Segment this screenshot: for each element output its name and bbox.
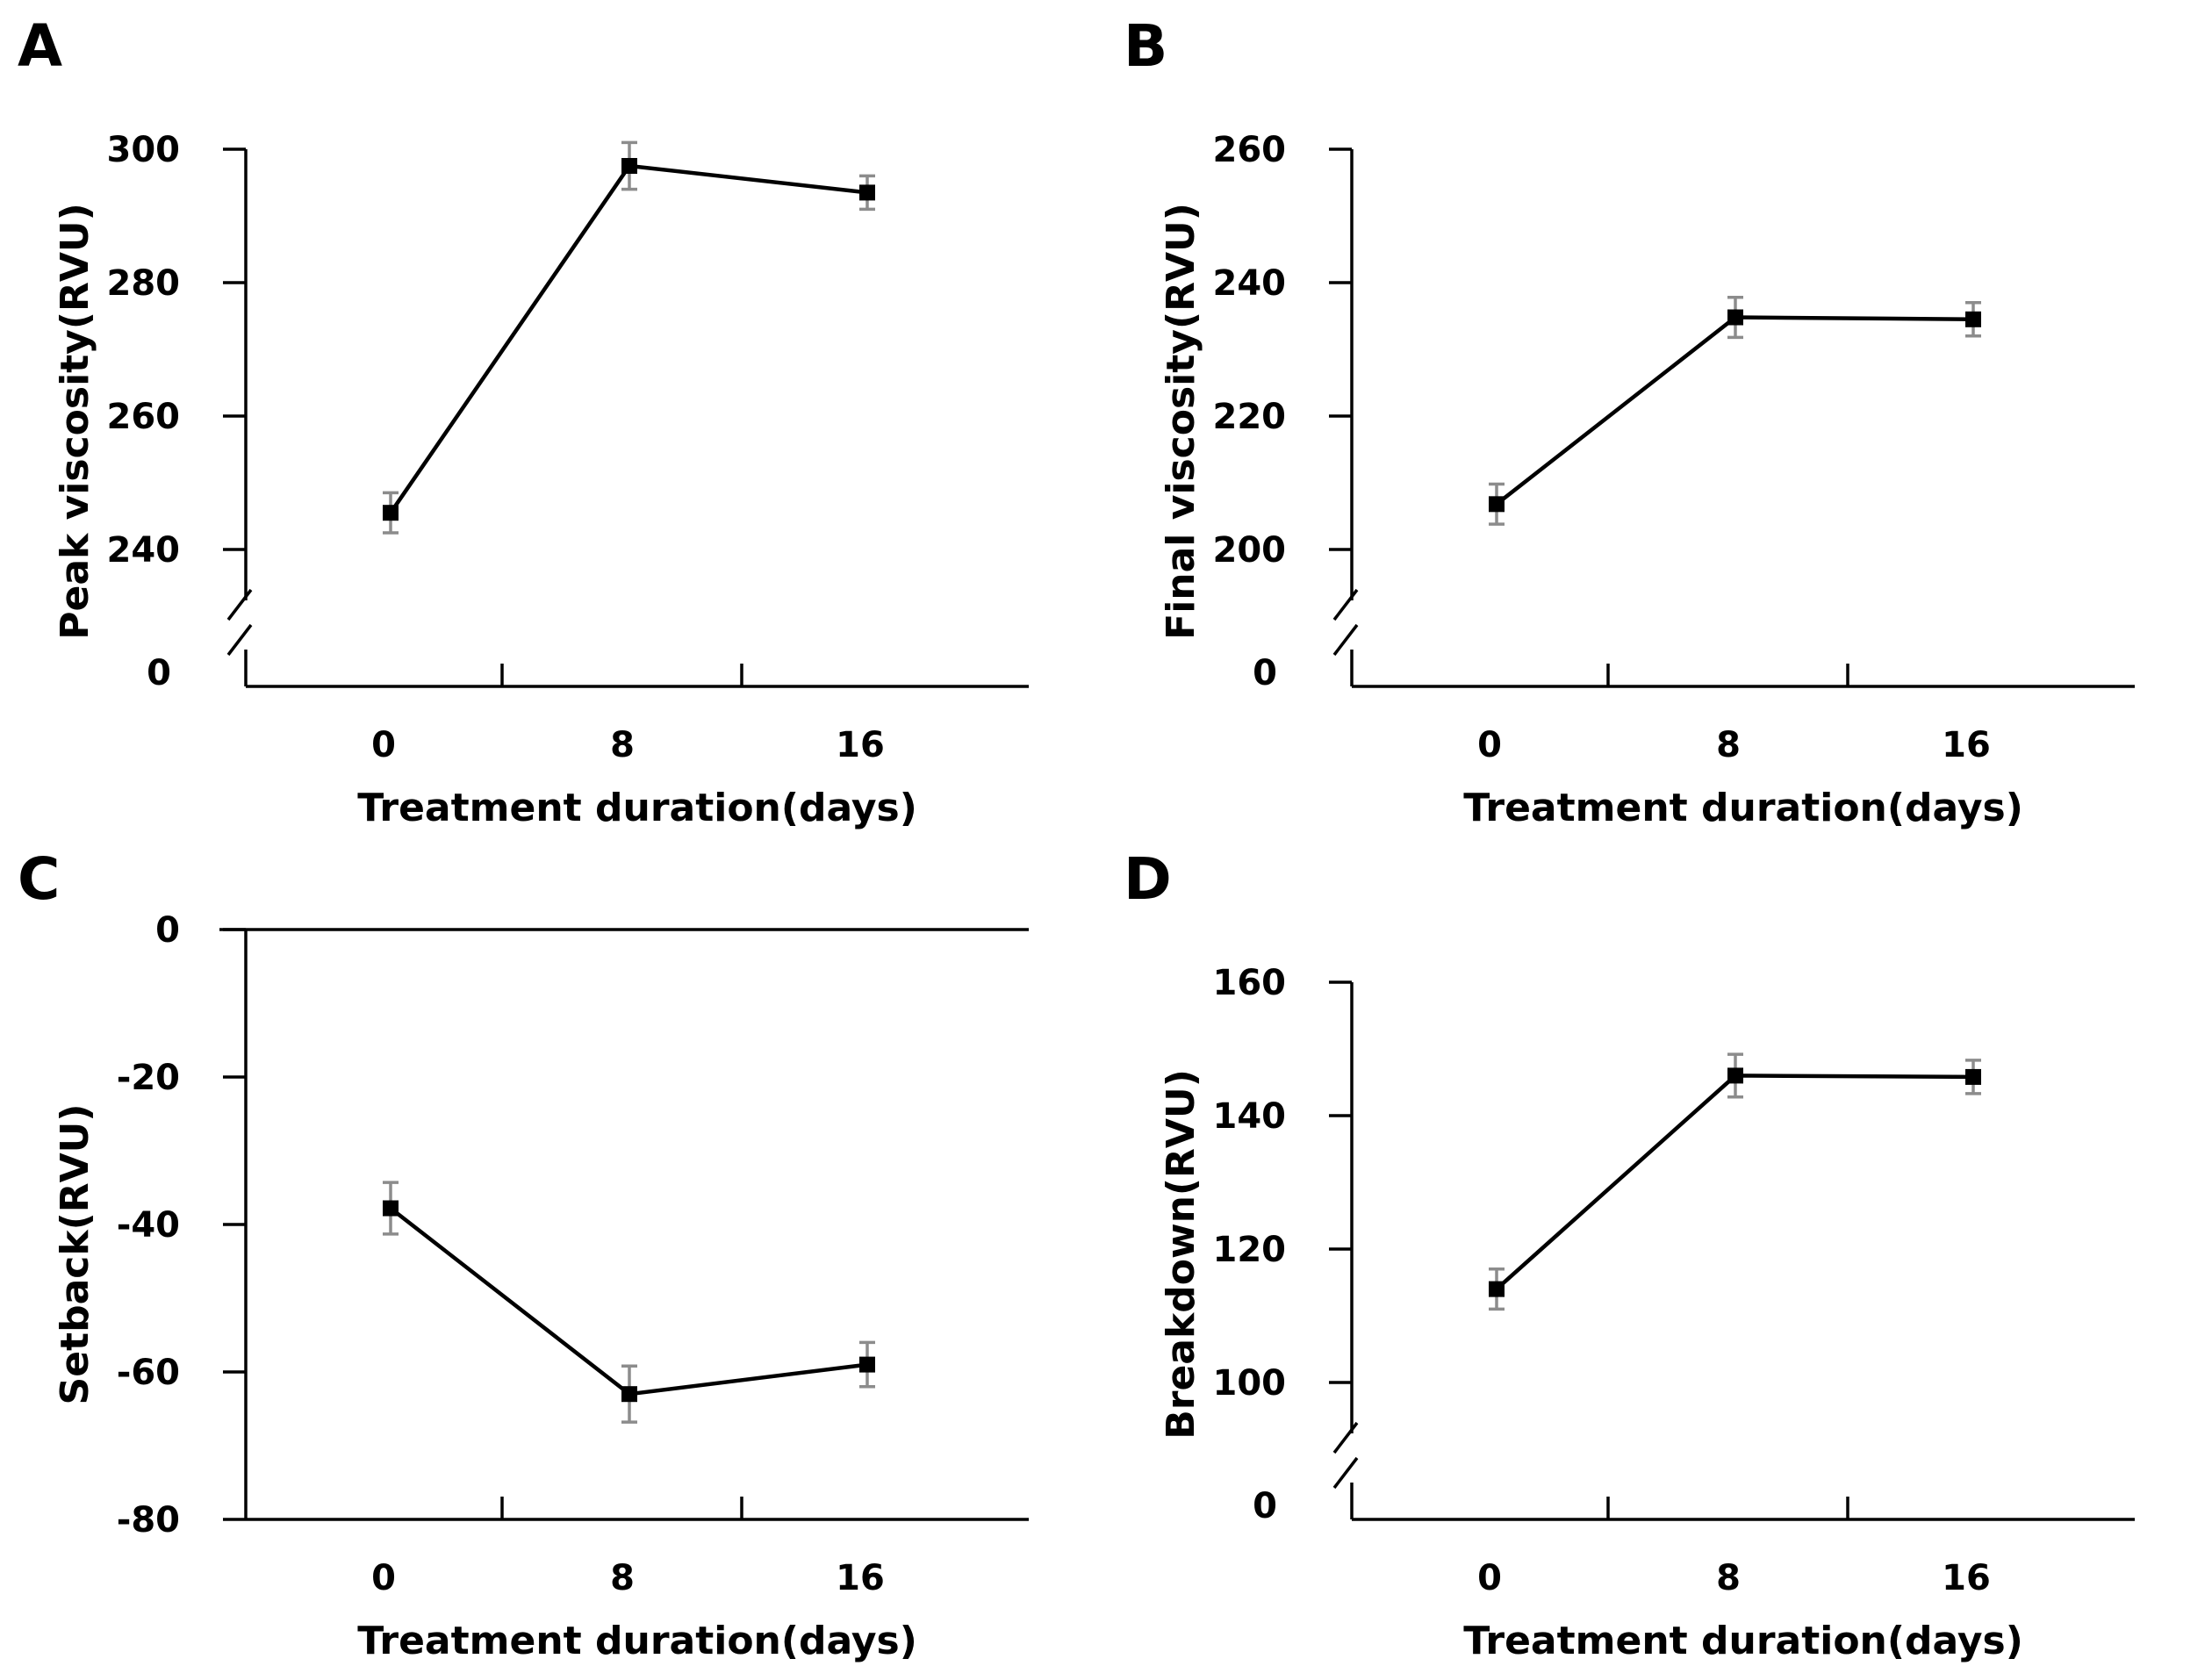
y-axis-title-d: Breakdown(RVU) [1159, 1069, 1203, 1440]
x-tick-label-a-1: 8 [610, 725, 635, 765]
chart-c: C 0 -20 -40 -60 -80 0 8 16 Treatment duration(day… [18, 845, 1029, 1663]
panel-c: C 0 -20 -40 -60 -80 0 8 16 Treatment duration(day… [0, 833, 1106, 1666]
panel-a: A 300 280 260 240 0 0 8 16 Treatment duration(day… [0, 0, 1106, 833]
axis-break-mark-1-a [226, 588, 253, 621]
data-point-c-0 [383, 1200, 399, 1217]
y-tick-label-d-floor: 0 [1253, 1486, 1277, 1526]
y-tick-label-a-2: 260 [107, 397, 181, 437]
data-point-a-2 [859, 184, 875, 201]
axis-break-mark-2-a [226, 623, 253, 657]
y-tick-label-d-3: 100 [1213, 1363, 1287, 1404]
panel-d: D 160 140 120 100 0 0 8 16 Treatment duration(day… [1106, 833, 2212, 1666]
axis-break-mark-1-b [1332, 588, 1359, 621]
x-tick-label-b-0: 0 [1477, 725, 1502, 765]
panel-b: B 260 240 220 200 0 0 8 16 Treatment duration(day… [1106, 0, 2212, 833]
y-tick-label-d-2: 120 [1213, 1230, 1287, 1270]
series-line-b-0 [1495, 315, 1974, 506]
panel-letter-a: A [18, 12, 62, 80]
data-point-b-1 [1727, 309, 1743, 326]
series-line-d-0 [1495, 1074, 1974, 1291]
x-tick-label-c-2: 16 [836, 1558, 885, 1598]
data-point-a-0 [383, 505, 399, 521]
panel-letter-b: B [1124, 12, 1167, 80]
y-tick-label-c-2: -40 [117, 1205, 180, 1246]
x-tick-label-b-2: 16 [1942, 725, 1991, 765]
data-point-c-1 [621, 1386, 637, 1403]
y-tick-label-b-1: 240 [1213, 263, 1287, 304]
y-axis-title-c: Setback(RVU) [53, 1104, 97, 1405]
chart-b: B 260 240 220 200 0 0 8 16 Treatment duration(day… [1124, 12, 2135, 830]
y-axis-title-b: Final viscosity(RVU) [1159, 203, 1203, 640]
x-tick-label-c-0: 0 [371, 1558, 396, 1598]
x-tick-label-d-1: 8 [1716, 1558, 1741, 1598]
x-axis-title-a: Treatment duration(days) [357, 786, 917, 830]
x-tick-label-d-2: 16 [1942, 1558, 1991, 1598]
y-tick-label-a-floor: 0 [147, 653, 171, 693]
chart-d: D 160 140 120 100 0 0 8 16 Treatment duration(day… [1124, 845, 2135, 1663]
x-tick-label-c-1: 8 [610, 1558, 635, 1598]
x-axis-title-d: Treatment duration(days) [1463, 1619, 2023, 1663]
y-tick-label-d-1: 140 [1213, 1096, 1287, 1137]
chart-a: A 300 280 260 240 0 0 8 16 Treatment duration(day… [18, 12, 1029, 830]
data-point-d-1 [1727, 1067, 1743, 1084]
y-axis-title-a: Peak viscosity(RVU) [53, 203, 97, 640]
y-tick-label-b-0: 260 [1213, 130, 1287, 170]
data-point-b-0 [1489, 496, 1505, 513]
data-point-d-0 [1489, 1281, 1505, 1297]
panel-letter-d: D [1124, 845, 1172, 913]
y-tick-label-d-0: 160 [1213, 963, 1287, 1003]
data-point-a-1 [621, 158, 637, 174]
y-tick-label-b-2: 220 [1213, 397, 1287, 437]
x-axis-title-c: Treatment duration(days) [357, 1619, 917, 1663]
data-point-c-2 [859, 1356, 875, 1373]
panel-letter-c: C [18, 845, 60, 913]
x-tick-label-d-0: 0 [1477, 1558, 1502, 1598]
data-point-d-2 [1965, 1068, 1981, 1085]
x-axis-title-b: Treatment duration(days) [1463, 786, 2023, 830]
y-tick-label-c-4: -80 [117, 1500, 180, 1540]
axis-break-mark-1-d [1332, 1421, 1359, 1454]
y-tick-label-b-floor: 0 [1253, 653, 1277, 693]
x-tick-label-a-2: 16 [836, 725, 885, 765]
data-point-b-2 [1965, 311, 1981, 327]
x-tick-label-b-1: 8 [1716, 725, 1741, 765]
y-tick-label-b-3: 200 [1213, 530, 1287, 571]
series-line-a-0 [389, 163, 868, 514]
y-tick-label-c-1: -20 [117, 1058, 180, 1098]
y-tick-label-a-3: 240 [107, 530, 181, 571]
y-tick-label-a-0: 300 [107, 130, 181, 170]
y-tick-label-c-3: -60 [117, 1353, 180, 1393]
axis-break-mark-2-d [1332, 1456, 1359, 1490]
axis-break-mark-2-b [1332, 623, 1359, 657]
y-tick-label-a-1: 280 [107, 263, 181, 304]
x-tick-label-a-0: 0 [371, 725, 396, 765]
y-tick-label-c-0: 0 [155, 910, 180, 951]
